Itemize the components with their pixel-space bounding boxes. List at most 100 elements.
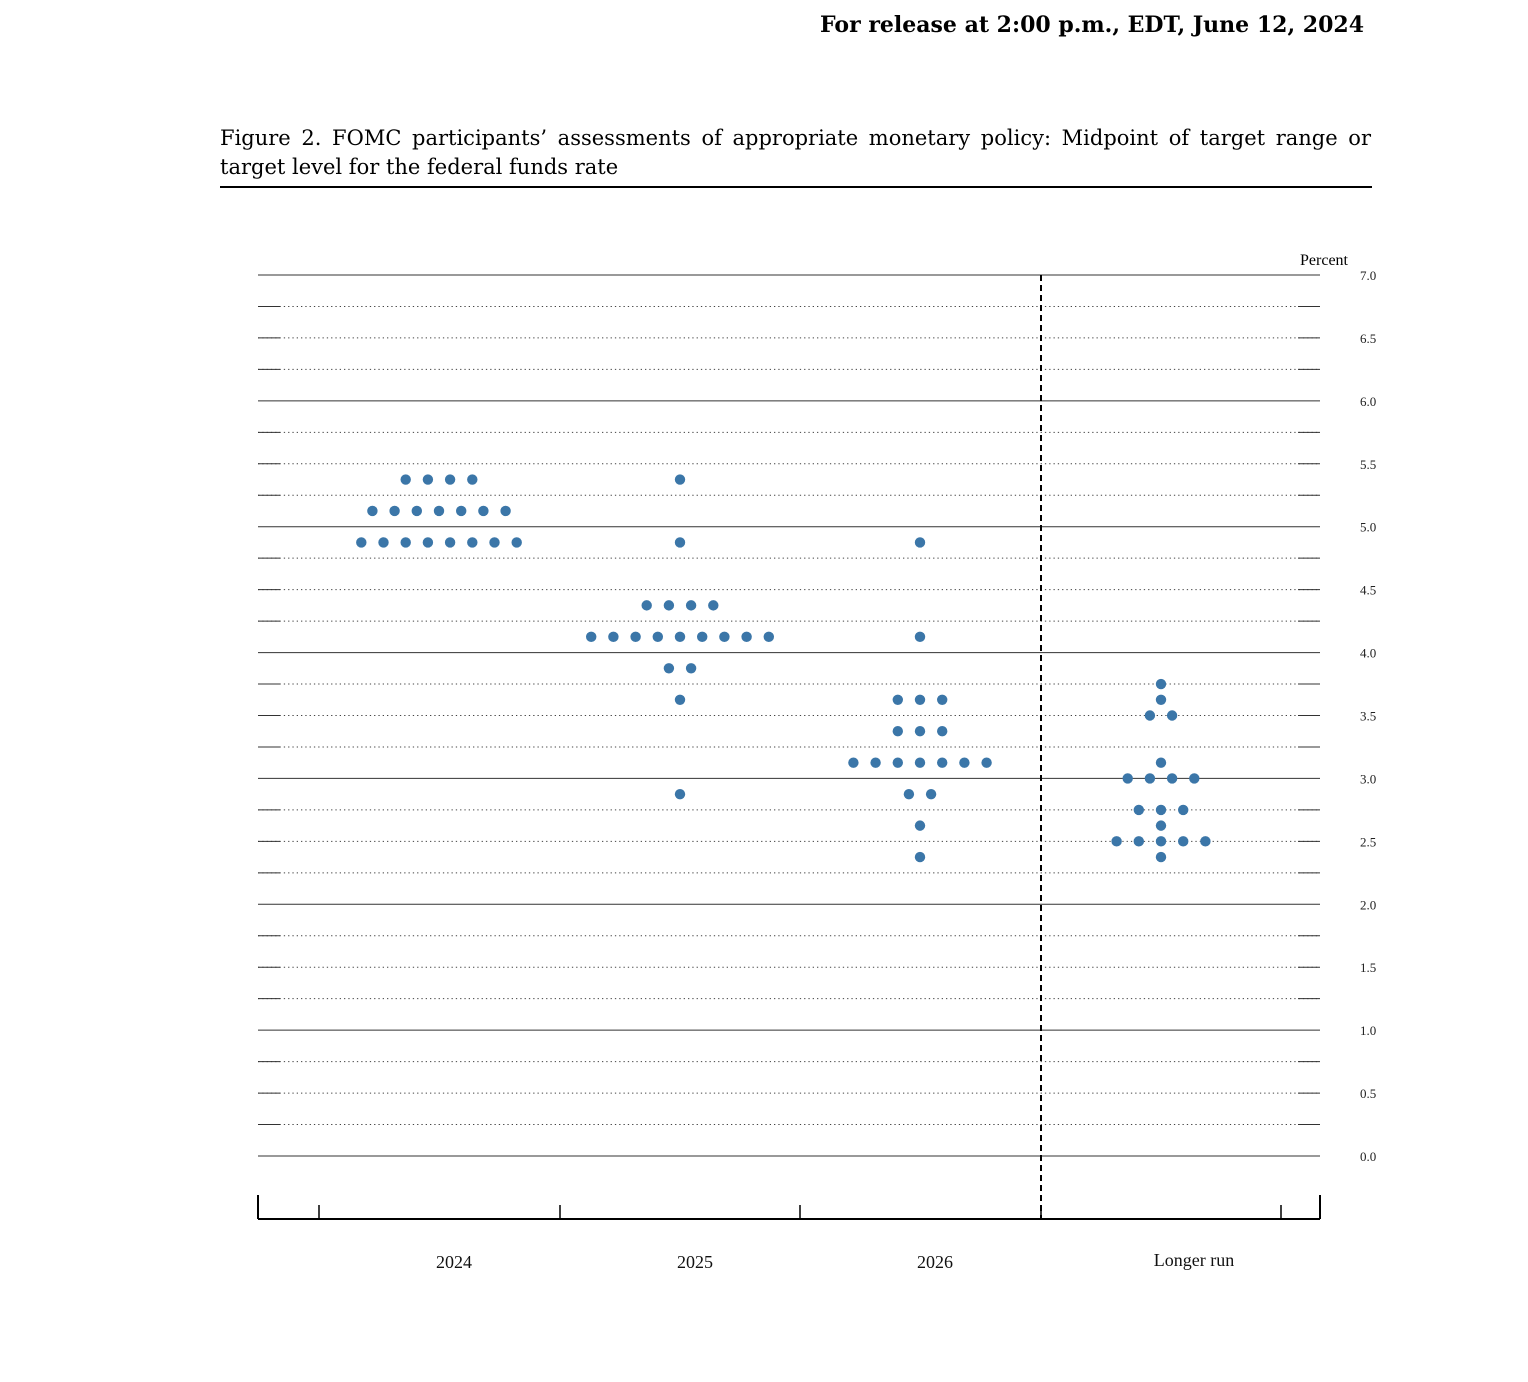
dot: [708, 600, 719, 611]
dot: [937, 757, 948, 768]
y-tick-label: 0.5: [1360, 1086, 1376, 1101]
y-tick-label: 7.0: [1360, 268, 1376, 283]
dot: [674, 537, 686, 548]
dot: [719, 631, 730, 643]
y-tick-label: 5.0: [1360, 520, 1376, 535]
dot: [914, 851, 926, 863]
dot: [959, 757, 970, 768]
x-category-labels: 2024 2025 2026 Longer run: [436, 1250, 1234, 1272]
dot: [674, 474, 686, 485]
dot: [489, 537, 500, 548]
dot: [937, 694, 948, 705]
dot: [914, 631, 926, 643]
dot: [1155, 757, 1167, 768]
dot: [925, 788, 937, 800]
dot: [1166, 773, 1178, 784]
dots: [356, 474, 1211, 863]
dot: [422, 474, 434, 485]
dot: [467, 474, 478, 485]
dot: [467, 537, 478, 548]
dot: [1155, 820, 1167, 831]
dot: [478, 505, 489, 517]
y-tick-label: 2.0: [1360, 897, 1376, 912]
dot: [741, 631, 752, 643]
x-category-label: 2025: [677, 1252, 713, 1272]
y-tick-label: 5.5: [1360, 457, 1376, 472]
dot: [914, 537, 926, 548]
dot: [1144, 710, 1156, 721]
dot: [1122, 773, 1133, 784]
dot: [1144, 773, 1156, 784]
x-axis: [257, 1195, 1321, 1220]
y-tick-label: 1.0: [1360, 1023, 1376, 1038]
dot: [1155, 694, 1167, 705]
dot: [685, 600, 697, 611]
dot: [870, 757, 881, 768]
dot: [937, 726, 948, 737]
dot: [914, 820, 926, 831]
release-notice: For release at 2:00 p.m., EDT, June 12, …: [820, 12, 1364, 38]
dot: [422, 537, 434, 548]
dot: [1200, 836, 1211, 847]
dot: [685, 663, 697, 674]
dot: [663, 663, 675, 674]
dot: [697, 631, 708, 643]
figure-title: Figure 2. FOMC participants’ assessments…: [220, 126, 1371, 179]
y-tick-label: 3.0: [1360, 771, 1376, 786]
y-tick-label: 0.0: [1360, 1149, 1376, 1164]
y-tick-label: 3.5: [1360, 709, 1376, 724]
dot: [511, 537, 522, 548]
title-rule: [220, 186, 1372, 188]
dot: [1166, 710, 1178, 721]
x-category-label: Longer run: [1154, 1250, 1234, 1270]
dot: [1178, 836, 1189, 847]
y-tick-label: 6.5: [1360, 331, 1376, 346]
dot: [674, 694, 686, 705]
dot: [903, 788, 915, 800]
dot: [1178, 804, 1189, 816]
dot: [914, 757, 926, 768]
dot: [1155, 804, 1167, 816]
dot: [763, 631, 774, 643]
dot: [1133, 836, 1145, 847]
dot: [444, 474, 456, 485]
x-category-label: 2026: [917, 1252, 953, 1272]
dot: [1155, 836, 1167, 847]
dot: [586, 631, 597, 643]
x-category-label: 2024: [436, 1252, 472, 1272]
gridlines: [258, 274, 1320, 1157]
dot: [914, 694, 926, 705]
dot: [674, 788, 686, 800]
dot: [892, 726, 903, 737]
dot: [663, 600, 675, 611]
y-tick-labels: 0.0 0.5 1.0 1.5 2.0 2.5 3.0 3.5 4.0 4.5 5.0 5.5 6.0 6…: [1360, 268, 1376, 1164]
y-tick-label: 4.0: [1360, 646, 1376, 661]
dot: [892, 694, 903, 705]
dot: [848, 757, 859, 768]
dot: [1111, 836, 1122, 847]
dot: [500, 505, 511, 517]
dot: [367, 505, 378, 517]
dot: [1133, 804, 1145, 816]
dot: [1189, 773, 1200, 784]
dot: [400, 537, 411, 548]
dot: [433, 505, 445, 517]
dot: [630, 631, 641, 643]
dot: [892, 757, 903, 768]
dot: [652, 631, 663, 643]
dot: [641, 600, 652, 611]
dot: [378, 537, 389, 548]
y-tick-label: 2.5: [1360, 834, 1376, 849]
dot: [444, 537, 456, 548]
dot: [400, 474, 411, 485]
y-axis-unit-label: Percent: [1300, 252, 1349, 269]
y-tick-label: 4.5: [1360, 583, 1376, 598]
dot: [356, 537, 367, 548]
dot: [981, 757, 992, 768]
dot: [389, 505, 400, 517]
dot: [456, 505, 467, 517]
dot: [1155, 678, 1167, 690]
dot: [1155, 851, 1167, 863]
dot: [674, 631, 686, 643]
